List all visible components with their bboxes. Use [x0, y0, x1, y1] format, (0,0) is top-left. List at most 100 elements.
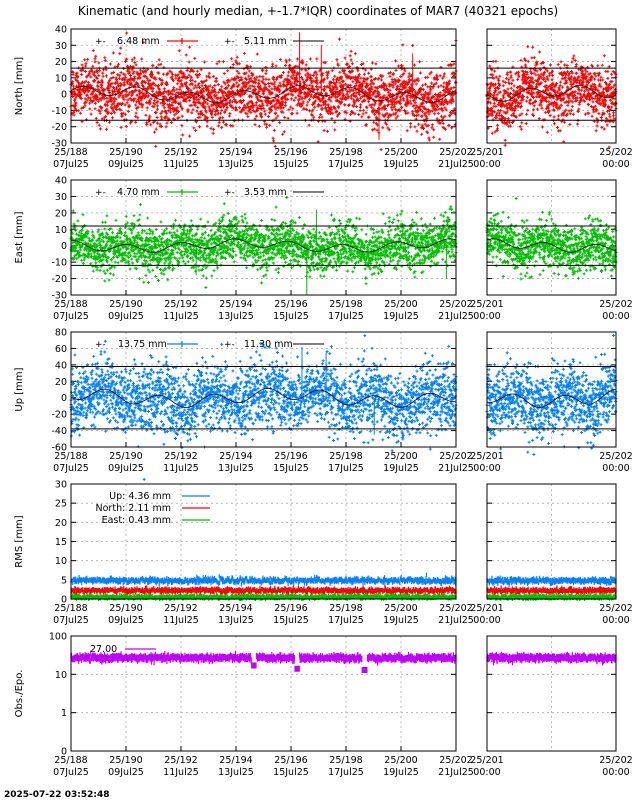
legend-pm-marker: +- — [95, 340, 106, 350]
legend-label: East: 0.43 mm — [102, 515, 171, 526]
data-obs — [70, 650, 457, 673]
x-tick-label-day: 25/198 — [329, 603, 362, 614]
x-tick-label-day: 25/202 — [599, 299, 632, 310]
x-tick-label-day: 25/196 — [274, 451, 307, 462]
y-tick-label: 20 — [55, 208, 67, 219]
y-tick-label: 20 — [55, 57, 67, 68]
legend-label: 4.70 mm — [117, 187, 160, 198]
y-tick-label: 80 — [55, 328, 67, 339]
x-tick-label-date: 09Jul25 — [108, 311, 144, 322]
y-tick-label: -10 — [51, 258, 67, 269]
plot-frame — [486, 331, 617, 448]
x-tick-label-day: 25/190 — [109, 755, 142, 766]
y-tick-label: 5 — [61, 575, 67, 586]
x-tick-label-date: 19Jul25 — [383, 615, 419, 626]
footer-timestamp: 2025-07-22 03:52:48 — [4, 790, 109, 800]
y-tick-label: 30 — [55, 480, 67, 491]
y-tick-label: 40 — [55, 176, 67, 187]
x-tick-label-date: 21Jul25 — [438, 615, 474, 626]
y-tick-label: -20 — [51, 122, 67, 133]
x-tick-label-day: 25/194 — [219, 603, 252, 614]
x-tick-label-day: 25/188 — [54, 451, 87, 462]
x-tick-label-date: 13Jul25 — [218, 311, 254, 322]
y-axis-label-obs: Obs./Epo. — [14, 670, 25, 718]
y-tick-label: 30 — [55, 41, 67, 52]
y-tick-label: 25 — [55, 499, 67, 510]
plot-frame — [70, 483, 457, 600]
legend-label: North: 2.11 mm — [96, 503, 171, 514]
y-tick-label: -20 — [51, 410, 67, 421]
plot-frame — [70, 179, 457, 296]
plot-frame — [70, 28, 457, 144]
x-tick-label-day: 25/190 — [109, 603, 142, 614]
plot-frame — [70, 635, 457, 752]
x-tick-label-date: 00:00 — [473, 311, 500, 322]
x-tick-label-date: 19Jul25 — [383, 311, 419, 322]
plot-frame — [486, 483, 617, 600]
y-tick-label: 15 — [55, 537, 67, 548]
x-tick-label-day: 25/196 — [274, 299, 307, 310]
legend-pm-marker: +- — [224, 340, 235, 350]
x-tick-label-date: 07Jul25 — [53, 311, 89, 322]
x-tick-label-date: 17Jul25 — [328, 615, 364, 626]
x-tick-label-day: 25/202 — [439, 299, 472, 310]
legend-pm-marker: +- — [95, 188, 106, 198]
y-tick-label: 100 — [49, 632, 67, 643]
data-up — [69, 334, 458, 481]
data-north — [69, 31, 458, 152]
x-tick-label-date: 21Jul25 — [438, 767, 474, 778]
x-tick-label-date: 13Jul25 — [218, 767, 254, 778]
x-tick-label-date: 00:00 — [473, 463, 500, 474]
x-tick-label-date: 13Jul25 — [218, 615, 254, 626]
x-tick-label-date: 00:00 — [602, 311, 629, 322]
x-tick-label-day: 25/201 — [470, 603, 503, 614]
x-tick-label-day: 25/190 — [109, 299, 142, 310]
x-tick-label-day: 25/188 — [54, 147, 87, 158]
points-east — [69, 196, 458, 295]
x-tick-label-date: 21Jul25 — [438, 311, 474, 322]
x-tick-label-day: 25/202 — [439, 755, 472, 766]
y-tick-label: -10 — [51, 106, 67, 117]
x-tick-label-day: 25/198 — [329, 147, 362, 158]
x-tick-label-date: 15Jul25 — [273, 159, 309, 170]
x-tick-label-date: 09Jul25 — [108, 767, 144, 778]
y-axis-label-north: North [mm] — [14, 57, 25, 116]
points-east — [485, 197, 618, 281]
x-tick-label-day: 25/201 — [470, 755, 503, 766]
y-axis-label-east: East [mm] — [14, 211, 25, 263]
data-rms — [70, 572, 457, 601]
x-tick-label-day: 25/192 — [164, 147, 197, 158]
median-east — [71, 238, 457, 253]
x-tick-label-day: 25/192 — [164, 299, 197, 310]
x-tick-label-day: 25/200 — [384, 603, 417, 614]
x-tick-label-date: 17Jul25 — [328, 767, 364, 778]
x-tick-label-day: 25/200 — [384, 451, 417, 462]
x-tick-label-day: 25/202 — [439, 603, 472, 614]
x-tick-label-date: 13Jul25 — [218, 159, 254, 170]
x-tick-label-date: 21Jul25 — [438, 159, 474, 170]
x-tick-label-date: 15Jul25 — [273, 311, 309, 322]
x-tick-label-day: 25/192 — [164, 755, 197, 766]
legend-east: +- 4.70 mm +- 3.53 mm — [95, 187, 324, 198]
x-tick-label-date: 15Jul25 — [273, 767, 309, 778]
legend-label: 13.75 mm — [118, 339, 167, 350]
y-tick-label: 10 — [55, 556, 67, 567]
x-tick-label-day: 25/188 — [54, 603, 87, 614]
y-tick-label: 1 — [61, 708, 67, 719]
x-tick-label-date: 07Jul25 — [53, 463, 89, 474]
y-tick-label: -60 — [51, 443, 67, 454]
y-tick-label: 20 — [55, 377, 67, 388]
x-tick-label-day: 25/198 — [329, 755, 362, 766]
y-axis-label-rms: RMS [mm] — [14, 515, 25, 567]
y-tick-label: 10 — [55, 225, 67, 236]
legend-label: 11.30 mm — [244, 339, 293, 350]
x-tick-label-day: 25/201 — [470, 451, 503, 462]
